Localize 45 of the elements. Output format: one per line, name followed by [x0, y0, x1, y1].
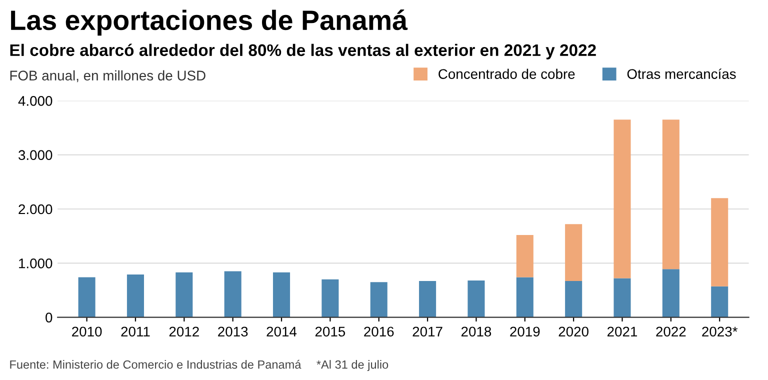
y-tick-label: 0	[46, 312, 52, 322]
text: *Al 31 de julio	[316, 360, 388, 372]
x-tick-label: 2012	[169, 326, 199, 337]
bar	[662, 269, 680, 318]
source-note: Fuente: Ministerio de Comercio e Industrias de Panamá	[10, 360, 302, 369]
bar	[516, 277, 534, 318]
bar	[224, 271, 242, 318]
bar	[614, 278, 631, 318]
bar	[322, 279, 339, 318]
chart-subtitle: El cobre abarcó alrededor del 80% de las ventas al exterior en 2021 y 2022	[10, 44, 596, 60]
x-tick-label: 2010	[72, 326, 102, 337]
x-tick-label: 2016	[364, 326, 394, 337]
x-tick-label: 2020	[558, 326, 588, 337]
x-tick-label: 2015	[315, 326, 346, 337]
x-tick-label: 2014	[266, 326, 297, 337]
y-tick-label: 3.000	[18, 150, 52, 160]
x-tick-label: 2023*	[702, 326, 738, 337]
bar	[614, 120, 631, 278]
legend-label: Otras mercancías	[627, 68, 736, 79]
x-tick-label: 2017	[412, 326, 442, 337]
bar	[419, 281, 436, 318]
y-tick-label: 1.000	[19, 258, 52, 268]
y-axis-title: FOB anual, en millones de USD	[10, 70, 206, 82]
chart-title: Las exportaciones de Panamá	[11, 10, 408, 36]
bar	[370, 282, 388, 318]
bar	[565, 224, 582, 282]
x-tick-label: 2011	[121, 326, 150, 337]
x-tick-label: 2022	[656, 326, 686, 337]
bar	[711, 286, 728, 318]
x-tick-label: 2019	[510, 326, 540, 337]
x-tick-label: 2013	[218, 326, 248, 337]
bar	[468, 280, 485, 318]
legend-label: Concentrado de cobre	[438, 68, 575, 79]
y-tick-label: 2.000	[18, 204, 52, 214]
bar	[126, 274, 144, 318]
bar	[516, 234, 534, 278]
y-tick-label: 4.000	[18, 96, 52, 106]
bar	[662, 120, 680, 270]
bar	[272, 272, 290, 318]
bar	[176, 272, 193, 318]
bar	[565, 281, 582, 318]
x-tick-label: 2018	[461, 326, 492, 337]
x-tick-label: 2021	[607, 326, 638, 337]
bar	[711, 198, 728, 286]
bar	[78, 277, 96, 318]
